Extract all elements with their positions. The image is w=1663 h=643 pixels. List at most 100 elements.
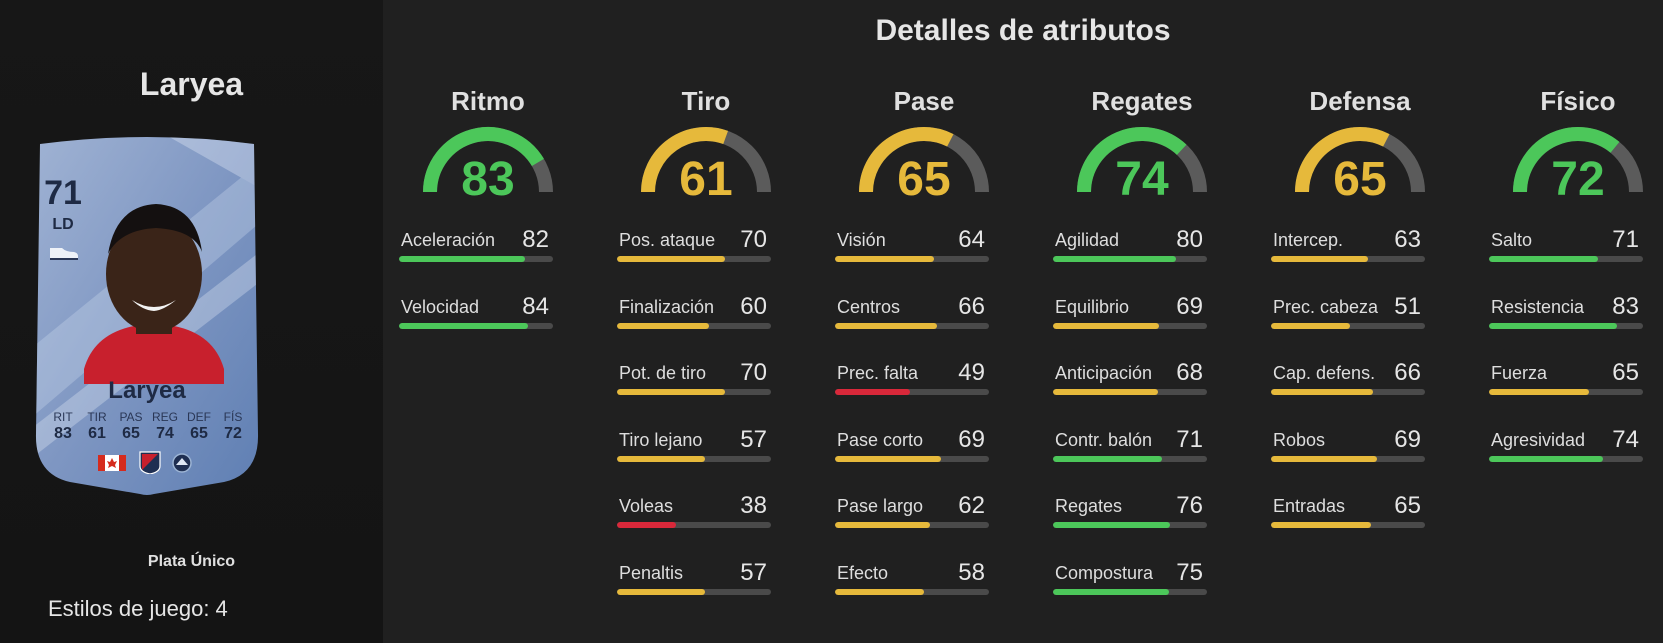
attribute-bar [1053,322,1207,329]
attribute-value: 65 [1394,492,1421,519]
attribute-bar-fill [1271,256,1369,262]
attribute-name: Salto [1491,230,1533,250]
attribute-value: 38 [740,492,767,519]
category-ritmo: Ritmo 83 [403,86,573,206]
attribute-value: 62 [958,492,985,519]
category-value: 72 [1551,153,1605,206]
attribute-name: Regates [1055,496,1123,516]
attribute-value: 64 [958,226,985,253]
attribute-bar [1271,256,1425,262]
attribute-name: Compostura [1055,562,1154,583]
attribute-name: Pase corto [837,429,924,450]
attribute-value: 58 [958,558,985,586]
attribute-bar-fill [617,455,705,462]
attribute-bar [1053,522,1207,528]
attribute-bar [1489,322,1643,329]
attribute-bar-fill [399,256,526,262]
category-title: Regates [1091,86,1193,116]
attribute-bar [835,389,989,395]
attribute-bar-fill [399,322,529,329]
gauge-fill [1295,127,1390,193]
attribute-row: Tiro lejano 57 [617,426,771,468]
attribute-row: Pase corto 69 [835,426,989,468]
card-badges [96,450,206,474]
attribute-row: Pos. ataque 70 [617,226,771,268]
attribute-bar-fill [617,256,725,262]
gauge-fill [859,127,954,193]
playstyles-count: Estilos de juego: 4 [48,596,228,621]
attribute-row: Fuerza 65 [1489,359,1643,401]
category-gauge: 65 [839,124,1009,206]
attribute-name: Finalización [619,296,715,317]
attribute-row: Visión 64 [835,226,989,268]
attribute-name: Centros [837,296,901,317]
attribute-value: 70 [740,359,767,386]
attribute-row: Pot. de tiro 70 [617,359,771,401]
card-stat-reg: REG 74 [151,410,178,442]
category-pase: Pase 65 [839,86,1009,206]
player-card[interactable]: 71 LD Laryea RIT 83 TIR 61 PAS 65 REG 74 DEF… [24,134,270,496]
attribute-bar-fill [1489,256,1599,262]
card-background [35,137,259,495]
attribute-bar-fill [1271,522,1372,528]
attribute-bar [1053,455,1207,462]
attribute-bar-fill [1053,522,1171,528]
attribute-bar [617,322,771,329]
attribute-value: 71 [1612,226,1639,253]
attribute-row: Resistencia 83 [1489,292,1643,335]
attribute-bar-fill [1489,389,1590,395]
attribute-bar-fill [835,256,934,262]
attribute-bar [1489,256,1643,262]
attribute-name: Aceleración [401,230,496,250]
attribute-name: Cap. defens. [1273,363,1376,383]
vancouver-crest-icon [172,453,192,473]
attribute-name: Efecto [837,562,889,583]
attribute-name: Penaltis [619,562,684,583]
attribute-row: Robos 69 [1271,426,1425,468]
attribute-row: Penaltis 57 [617,559,771,601]
attribute-bar [617,256,771,262]
player-panel: Laryea [0,0,383,643]
attribute-name: Pos. ataque [619,230,716,250]
attribute-row: Pase largo 62 [835,492,989,534]
attribute-value: 76 [1176,492,1203,519]
category-value: 74 [1115,153,1169,206]
attribute-bar-fill [617,522,676,528]
category-defensa: Defensa 65 [1275,86,1445,206]
card-overall: 71 [44,174,82,212]
card-rarity: Plata Único [147,553,236,570]
attribute-value: 66 [958,292,985,320]
category-gauge: 72 [1493,124,1663,206]
card-stats: RIT 83 TIR 61 PAS 65 REG 74 DEF 65 FÍS 72 [48,410,248,443]
gauge-fill [1513,127,1620,193]
attribute-value: 75 [1176,558,1203,586]
attribute-name: Entradas [1273,496,1346,516]
attribute-bar [835,522,989,528]
attribute-bar-fill [1271,455,1378,462]
attribute-bar-fill [1271,322,1350,329]
category-fisico: Físico 72 [1493,86,1663,206]
attribute-bar-fill [1489,322,1617,329]
attribute-value: 83 [1612,292,1639,320]
attribute-value: 70 [740,226,767,253]
attribute-row: Cap. defens. 66 [1271,359,1425,401]
category-title: Ritmo [451,86,525,116]
attribute-row: Entradas 65 [1271,492,1425,534]
attribute-row: Equilibrio 69 [1053,293,1207,335]
attribute-value: 51 [1394,292,1421,320]
attribute-bar [1053,588,1207,595]
attribute-name: Agilidad [1055,230,1120,250]
attribute-bar-fill [617,322,710,329]
section-title: Detalles de atributos [875,14,1171,47]
attribute-name: Intercep. [1273,230,1344,250]
attribute-name: Velocidad [401,296,480,317]
attribute-value: 84 [522,292,549,320]
attribute-bar [1489,389,1643,395]
canada-flag-icon [98,455,126,471]
attribute-bar [835,588,989,595]
attribute-bar-fill [835,588,925,595]
attribute-row: Finalización 60 [617,293,771,335]
attribute-bar [1053,256,1207,262]
attribute-row: Agresividad 74 [1489,426,1643,468]
attribute-name: Contr. balón [1055,429,1153,450]
